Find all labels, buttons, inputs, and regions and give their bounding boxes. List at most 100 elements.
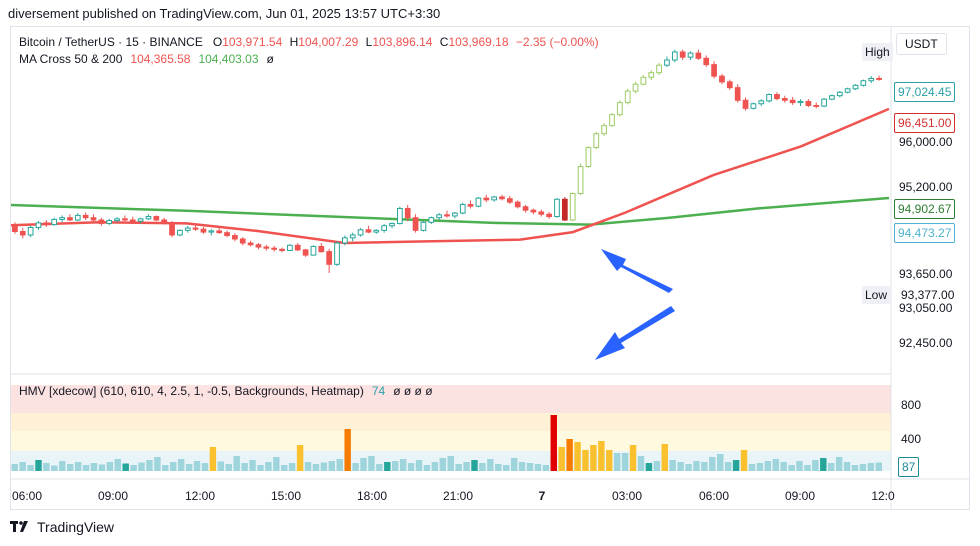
candle-body [844, 88, 851, 93]
time-axis-ticks: 06:00 09:00 12:00 15:00 18:00 21:00 7 03:00 06:0… [12, 489, 895, 503]
price-chart[interactable]: 96,000.00 95,200.00 93,650.00 93,050.00 92,4… [11, 27, 969, 509]
ohlc-low: 103,896.14 [372, 35, 433, 49]
hmv-heat-band [11, 431, 891, 451]
hmv-volume-bar [384, 462, 391, 471]
hmv-volume-bar [835, 457, 843, 471]
candle [412, 214, 419, 233]
candle [585, 146, 592, 169]
candle [255, 243, 262, 250]
hmv-volume-bar [281, 465, 288, 471]
candle [671, 49, 678, 63]
candle [750, 102, 757, 110]
hmv-volume-bar [241, 463, 248, 471]
candle-body [310, 245, 317, 256]
candle [35, 221, 42, 230]
candle [247, 240, 254, 247]
ma-slow-line [11, 196, 890, 226]
candle-body [192, 227, 199, 230]
hmv-volume-bar [693, 461, 700, 471]
chart-panel[interactable]: 96,000.00 95,200.00 93,650.00 93,050.00 92,4… [10, 26, 970, 510]
candle [561, 196, 568, 222]
candle-body [577, 165, 584, 195]
candle [428, 216, 435, 225]
ohlc-h-label: H [289, 35, 299, 49]
candle [19, 228, 26, 239]
candle-body [224, 232, 230, 237]
symbol-name: Bitcoin / TetherUS · 15 · BINANCE [19, 35, 203, 49]
hmv-volume-bar [590, 445, 597, 471]
hmv-volume-bar [701, 462, 708, 471]
candle [719, 73, 725, 85]
candle-body [774, 94, 780, 100]
high-label: High [862, 43, 893, 61]
candle-body [334, 242, 340, 265]
hmv-volume-bar [415, 460, 423, 471]
time-tick-label: 12:00 [185, 489, 215, 503]
arrow-icon [601, 249, 673, 293]
hmv-volume-bar [479, 463, 486, 471]
low-label: Low [862, 286, 891, 304]
candle-body [74, 214, 81, 221]
candle [436, 213, 443, 220]
candle [129, 216, 136, 223]
time-tick-label: 21:00 [443, 489, 473, 503]
hmv-volume-bar [851, 465, 859, 471]
candle [357, 228, 364, 237]
candle-body [200, 228, 207, 233]
ma-legend[interactable]: MA Cross 50 & 200 104,365.58 104,403.03 ø [19, 52, 278, 66]
candle [813, 102, 820, 109]
tradingview-logo-icon [10, 521, 28, 532]
candle [546, 211, 552, 219]
candle [279, 247, 285, 253]
candle [287, 244, 293, 252]
candle [294, 243, 301, 252]
ma-red-price-tag: 96,451.00 [894, 113, 956, 133]
candle-body [561, 198, 568, 221]
last-price-tag: 94,473.27 [894, 223, 956, 243]
candle-body [538, 211, 545, 215]
candle-body [876, 77, 882, 80]
currency-button[interactable]: USDT [896, 33, 947, 55]
annotation-arrows [595, 249, 675, 360]
hmv-volume-bar [193, 461, 201, 471]
candle [192, 224, 199, 231]
hmv-value: 74 [371, 384, 386, 398]
candle [821, 97, 827, 108]
candle-body [750, 103, 757, 109]
candle-body [318, 245, 325, 253]
hmv-volume-bar [748, 464, 756, 471]
hmv-volume-bar [225, 464, 232, 471]
candle-body [216, 230, 223, 234]
candle [74, 213, 81, 222]
hmv-legend[interactable]: HMV [xdecow] (610, 610, 4, 2.5, 1, -0.5,… [19, 384, 437, 398]
candle [703, 55, 710, 67]
hmv-volume-bar [98, 464, 106, 471]
candle-body [836, 91, 843, 97]
candle [51, 217, 58, 226]
candle-body [239, 238, 246, 244]
hmv-volume-bar [344, 429, 351, 471]
candle-body [444, 214, 450, 217]
hmv-volume-bar [19, 462, 26, 471]
candle-body [522, 206, 529, 211]
tradingview-brand[interactable]: TradingView [10, 519, 114, 535]
candle-body [467, 203, 474, 207]
time-tick-label: 06:00 [12, 489, 42, 503]
hmv-volume-bar [217, 461, 225, 471]
candle [184, 225, 191, 233]
candle [868, 76, 875, 84]
candle [239, 237, 246, 246]
hmv-volume-bar [209, 447, 217, 471]
candle-body [719, 75, 725, 83]
candle-body [279, 248, 285, 251]
candle [177, 229, 183, 237]
candle-body [381, 225, 388, 231]
candle [836, 91, 843, 98]
hmv-volume-bar [820, 458, 827, 471]
hmv-volume-bar [526, 463, 534, 471]
symbol-legend[interactable]: Bitcoin / TetherUS · 15 · BINANCE O103,97… [19, 35, 603, 49]
hmv-current-tag: 87 [898, 457, 920, 477]
candle-body [491, 196, 497, 201]
candle-body [554, 198, 560, 218]
candle-body [506, 198, 513, 203]
